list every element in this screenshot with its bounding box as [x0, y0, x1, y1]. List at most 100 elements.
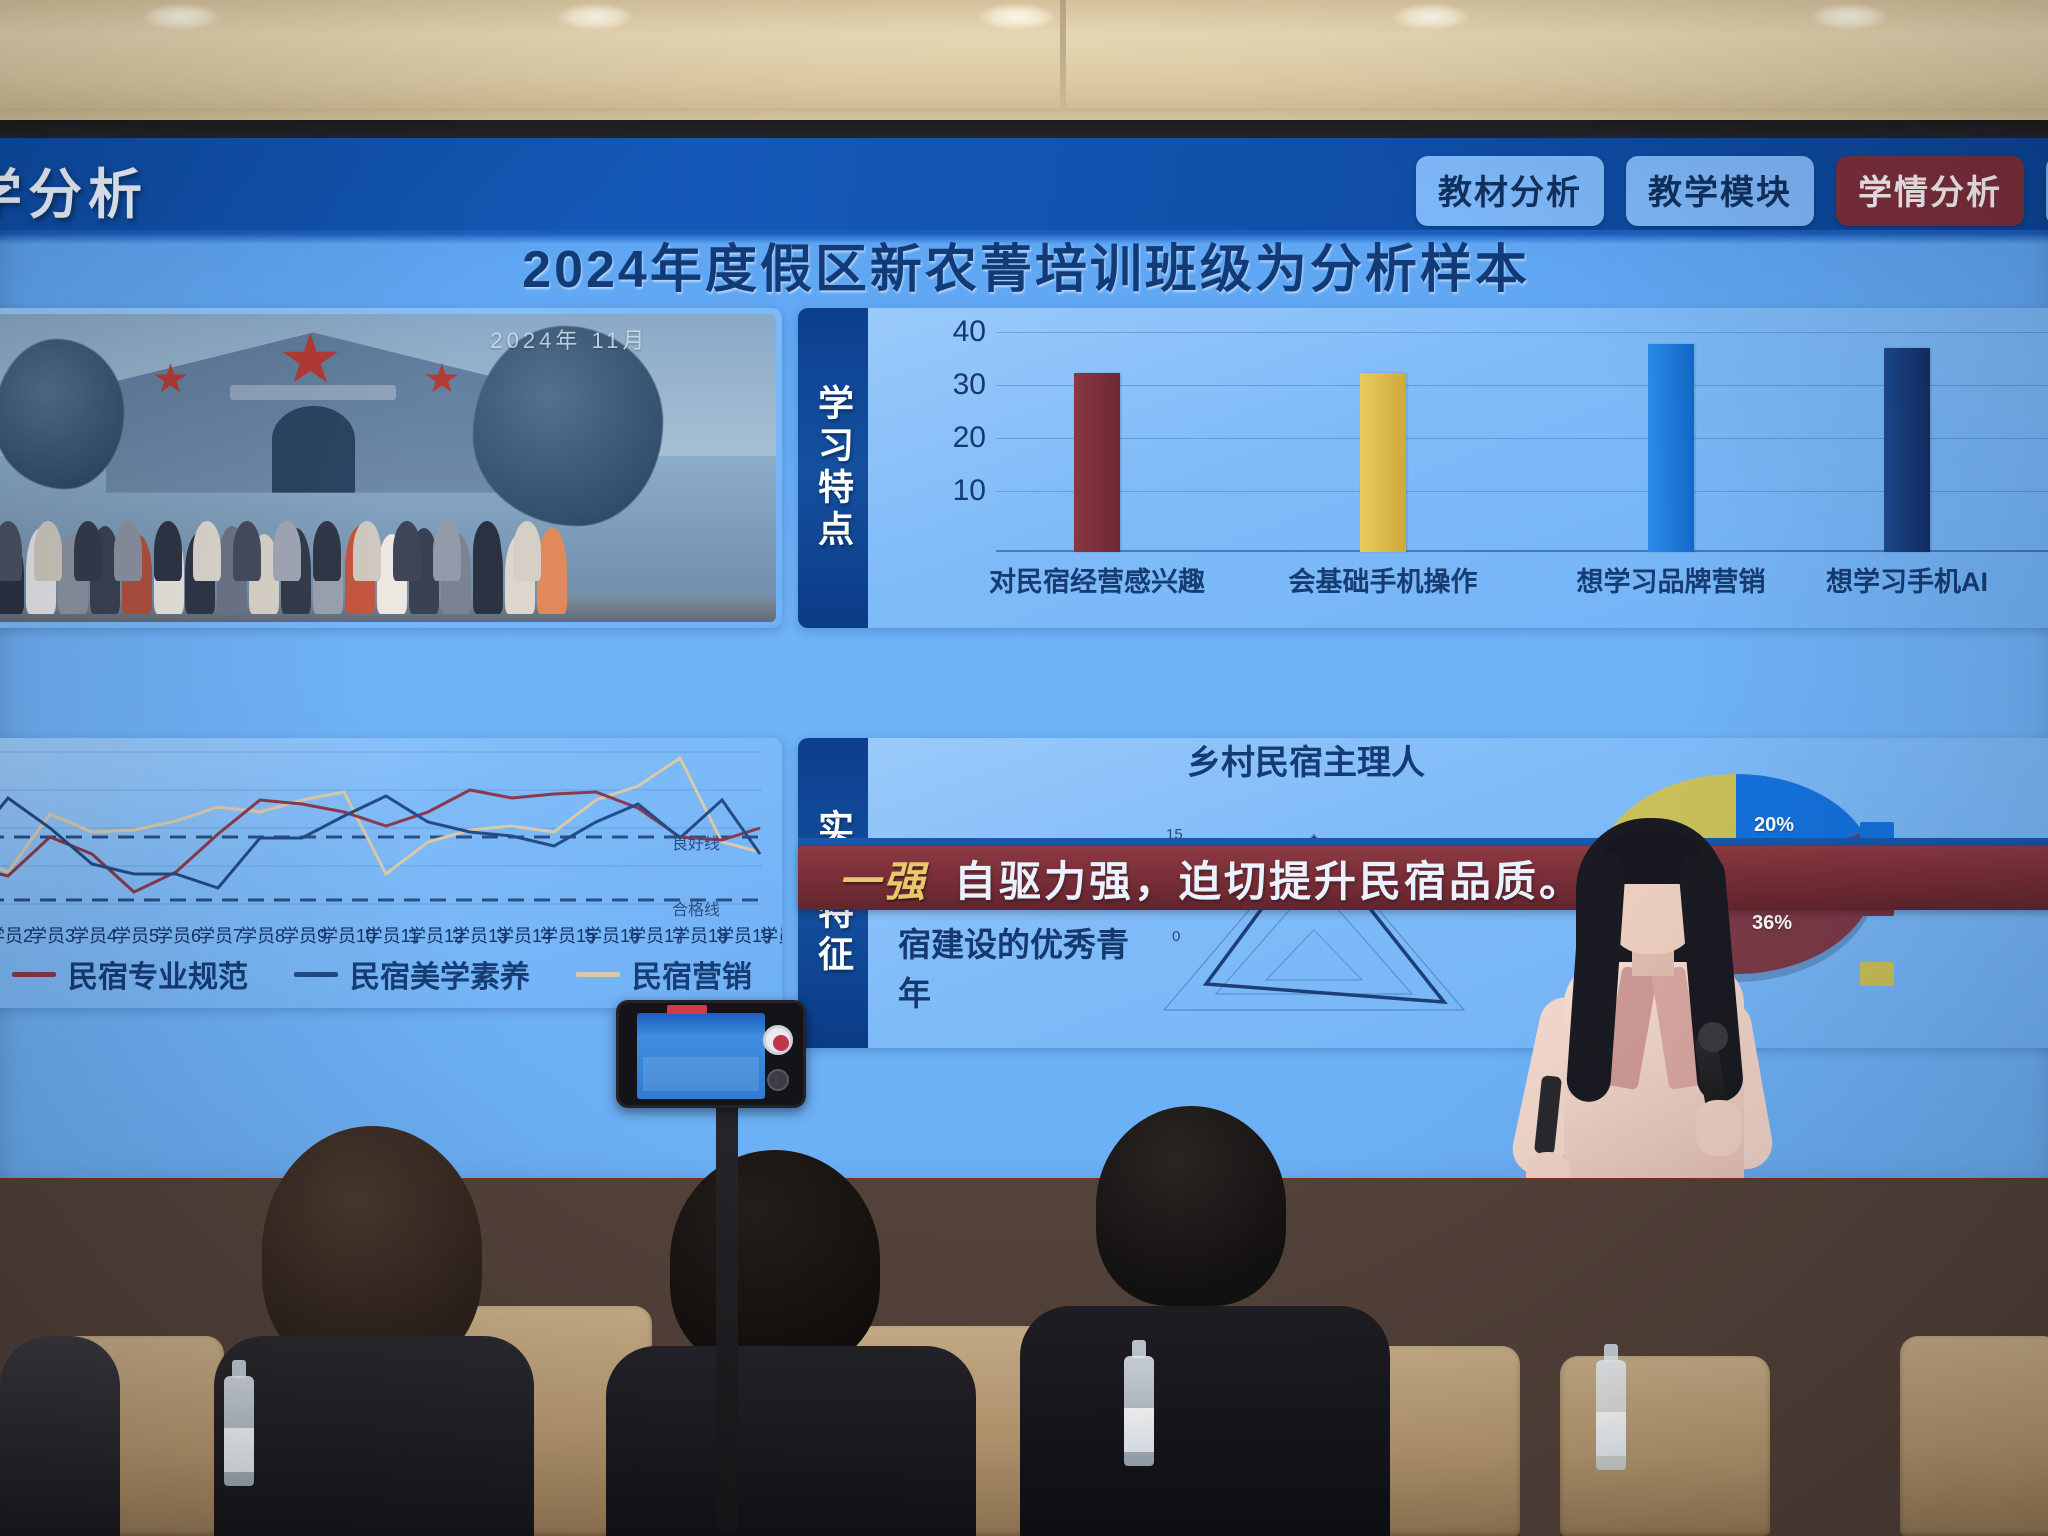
legend-swatch-icon: [294, 971, 338, 977]
tab-teaching-module[interactable]: 教学模块: [1626, 156, 1814, 226]
phone-screen[interactable]: [637, 1013, 765, 1099]
bottle-label: [224, 1428, 254, 1472]
ceiling-light: [1810, 4, 1888, 30]
water-bottle: [224, 1360, 254, 1486]
audience-body: [606, 1346, 976, 1536]
learning-traits-vertical-label: 学习特点: [798, 308, 868, 628]
audience-body: [0, 1336, 120, 1536]
legend-item-2: 民宿营销: [576, 952, 752, 996]
score-line-chart-card: 良好线 合格线 学员1 学员2 学员3 学员4 学员5 学员6 学员7 学员8 …: [0, 738, 782, 1008]
line-x-7: 学员8: [238, 926, 286, 946]
line-x-19: 学员20: [759, 926, 782, 946]
line-x-12: 学员13: [451, 926, 509, 946]
bar-1: [1360, 373, 1406, 552]
shutter-button[interactable]: [763, 1025, 793, 1055]
pie-label-0: 20%: [1754, 814, 1795, 836]
water-bottle: [1124, 1340, 1154, 1466]
legend-label-0: 民宿专业规范: [68, 961, 248, 994]
projection-screen: 学分析 教材分析 教学模块 学情分析 四 2024年度假区新农菁培训班级为分析样…: [0, 138, 2048, 1198]
banner-strength-text: 自驱力强，迫切提升民宿品质。: [954, 857, 1585, 905]
slide-tab-row: 教材分析 教学模块 学情分析 四: [1416, 156, 2048, 226]
microphone-head-icon: [1698, 1022, 1728, 1052]
refline-label-pass: 合格线: [672, 902, 721, 919]
bar-label-2: 想学习品牌营销: [1576, 567, 1766, 597]
legend-label-2: 民宿营销: [632, 961, 752, 994]
line-x-2: 学员3: [28, 926, 76, 946]
slide-header-title: 学分析: [0, 165, 148, 225]
legend-item-0: 民宿专业规范: [12, 952, 248, 996]
audience-hair: [670, 1150, 880, 1370]
ceiling-light: [142, 4, 220, 30]
photo-building-plaque: [230, 385, 397, 400]
line-x-15: 学员16: [583, 926, 641, 946]
tab-teaching-material[interactable]: 教材分析: [1416, 156, 1604, 226]
chair: [1900, 1336, 2048, 1536]
ceiling-light: [556, 4, 634, 30]
bar-label-0: 对民宿经营感兴趣: [989, 567, 1205, 597]
line-x-14: 学员15: [539, 926, 597, 946]
legend-item-1: 民宿美学素养: [294, 952, 530, 996]
recording-phone[interactable]: [616, 1000, 806, 1108]
audience-body: [214, 1336, 534, 1536]
banner-accent: [798, 838, 2048, 846]
ceiling-light: [1392, 4, 1470, 30]
bar-3: [1884, 348, 1930, 552]
photo-building-arch: [271, 406, 355, 493]
photo-tree: [472, 326, 663, 527]
bar-0: [1074, 373, 1120, 552]
bar-2: [1648, 344, 1694, 552]
audience-member: [0, 1336, 120, 1536]
bar-chart: 10 20 30 40 对民宿经营感兴趣 会基础手机操作 想学习品牌营销 想学习…: [884, 315, 2048, 624]
line-x-5: 学员6: [154, 926, 202, 946]
line-x-17: 学员18: [671, 926, 729, 946]
chair: [1560, 1356, 1770, 1536]
radar-chart-title: 乡村民宿主理人: [1187, 744, 1425, 782]
audience-body: [1020, 1306, 1390, 1536]
bottle-label: [1124, 1408, 1154, 1452]
pie-label-1: 36%: [1752, 912, 1793, 934]
learning-traits-card: 学习特点 10 20 30 40: [798, 308, 2048, 628]
audience-member: [214, 1116, 534, 1536]
bottle-label: [1596, 1412, 1626, 1456]
line-x-18: 学员19: [715, 926, 773, 946]
line-chart-svg: [0, 751, 762, 905]
slide-header: 学分析 教材分析 教学模块 学情分析 四: [0, 138, 2048, 230]
ceiling-seam: [1060, 0, 1066, 118]
shutter-inner-icon: [773, 1035, 789, 1051]
bar-chart-category-labels: 对民宿经营感兴趣 会基础手机操作 想学习品牌营销 想学习手机AI: [989, 560, 2048, 606]
line-chart-x-labels: 学员1 学员2 学员3 学员4 学员5 学员6 学员7 学员8 学员9 学员10…: [0, 922, 782, 948]
bar-ytick-20: 20: [952, 421, 986, 454]
radar-tick-0: 0: [1172, 928, 1181, 945]
legend-swatch-icon: [576, 971, 620, 977]
phone-preview: [643, 1057, 759, 1091]
photo-crowd: [0, 486, 776, 622]
group-photo-card: 2024年 11月: [0, 308, 782, 628]
audience-member: [1020, 1106, 1390, 1536]
camera-switch-button[interactable]: [767, 1069, 789, 1091]
tab-learner-analysis[interactable]: 学情分析: [1836, 156, 2024, 226]
record-indicator-icon: [667, 1005, 707, 1014]
line-x-13: 学员14: [495, 926, 553, 946]
banner-strength-tag: 一强: [838, 857, 929, 905]
bar-chart-axis: [996, 550, 2048, 552]
bar-ytick-40: 40: [952, 315, 986, 348]
audience-hair: [262, 1126, 482, 1376]
tripod: [716, 1010, 738, 1530]
audience-member: [606, 1136, 976, 1536]
line-x-1: 学员2: [0, 926, 34, 946]
audience-hair: [1096, 1106, 1286, 1306]
legend-swatch-icon: [12, 971, 56, 977]
line-chart: 良好线 合格线 学员1 学员2 学员3 学员4 学员5 学员6 学员7 学员8 …: [0, 738, 782, 1008]
refline-label-good: 良好线: [672, 836, 721, 853]
water-bottle: [1596, 1344, 1626, 1470]
tab-fourth[interactable]: 四: [2046, 156, 2048, 226]
line-x-16: 学员17: [627, 926, 685, 946]
line-x-10: 学员11: [364, 926, 420, 946]
legend-label-1: 民宿美学素养: [350, 961, 530, 994]
radar-chart-svg: [1162, 833, 1466, 1011]
line-x-4: 学员5: [112, 926, 160, 946]
line-x-6: 学员7: [196, 926, 244, 946]
ceiling-light: [978, 4, 1056, 30]
line-x-11: 学员12: [407, 926, 465, 946]
